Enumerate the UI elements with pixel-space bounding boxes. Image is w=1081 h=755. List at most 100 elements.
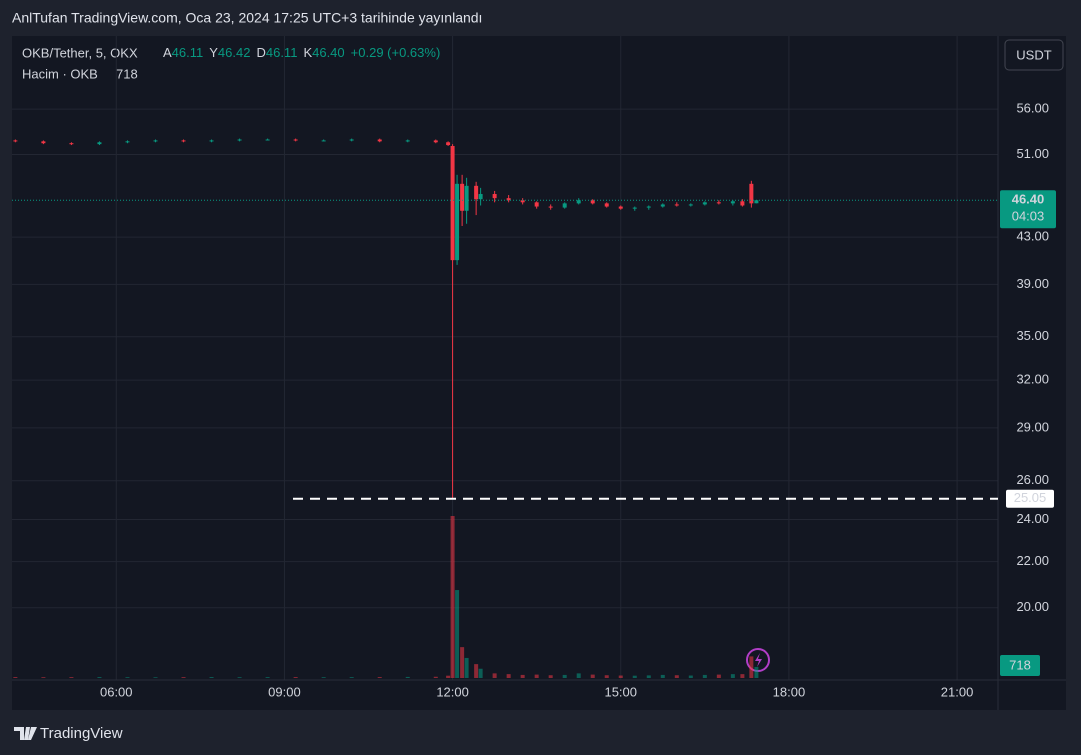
y-tick-label: 26.00 [1016, 472, 1049, 487]
legend-value: 46.40 [312, 45, 345, 60]
volume-bar [754, 666, 759, 678]
y-tick-label: 24.00 [1016, 511, 1049, 526]
published: AnlTufan TradingView.com, Oca 23, 2024 1… [12, 10, 482, 26]
candle-body [646, 206, 651, 208]
candle-body [377, 139, 382, 142]
volume-bar [69, 677, 74, 678]
volume-value: 718 [116, 66, 138, 81]
volume-bar [660, 674, 665, 678]
candle-body [446, 142, 451, 146]
volume-bar [13, 677, 18, 678]
volume-bar [293, 677, 298, 678]
legend-key: D [256, 45, 265, 60]
candle-body [450, 145, 455, 261]
y-tick-label: 35.00 [1016, 328, 1049, 343]
volume-bar [534, 674, 539, 678]
volume-bar [377, 677, 382, 678]
chart-pane [12, 36, 1066, 710]
candle-body [478, 194, 483, 200]
volume-bar [209, 677, 214, 678]
candle-body [590, 200, 595, 204]
y-tick-label: 29.00 [1016, 419, 1049, 434]
volume-bar [405, 676, 410, 678]
ohlc-legend: A46.11 Y46.42 D46.11 K46.40 +0.29 (+0.63%) [163, 45, 440, 60]
candle-body [740, 201, 745, 206]
x-tick-label: 21:00 [941, 684, 974, 699]
volume-bar [604, 675, 609, 678]
legend-key: Y [209, 45, 218, 60]
hline-box [1006, 489, 1054, 508]
currency-button[interactable] [1004, 39, 1064, 71]
volume-bar [474, 664, 479, 678]
volume-bar [576, 673, 581, 678]
candle-body [562, 203, 567, 208]
x-tick-label: 06:00 [100, 684, 133, 699]
volume-bar [749, 656, 754, 678]
candle-body [520, 200, 525, 203]
currency[interactable]: USDT [1016, 47, 1051, 62]
candle-body [534, 202, 539, 207]
volume-bar [125, 677, 130, 678]
volume-bar [716, 674, 721, 678]
volume-bar [97, 677, 102, 678]
volume-bar [478, 668, 483, 678]
volume-bar [321, 677, 326, 678]
candle-body [455, 183, 460, 261]
volume-bar [730, 674, 735, 678]
candle-body [181, 140, 186, 142]
x-tick-label: 12:00 [436, 684, 469, 699]
candle-body [749, 183, 754, 204]
candle-body [237, 139, 242, 141]
volume-bar [618, 675, 623, 678]
candle-body [41, 141, 46, 144]
volume-box [1000, 655, 1040, 676]
candle-body [632, 207, 637, 209]
x-tick-label: 09:00 [268, 684, 301, 699]
candle-body [576, 200, 581, 204]
change: +0.29 (+0.63%) [351, 45, 441, 60]
volume-bar [446, 675, 451, 678]
countdown: 04:03 [1012, 209, 1045, 224]
candle-body [716, 202, 721, 204]
candle-body [702, 202, 707, 205]
volume-bar [562, 674, 567, 678]
legend-value: 46.42 [218, 45, 251, 60]
candle-body [660, 204, 665, 207]
volume-bar [265, 677, 270, 678]
volume-bar [632, 675, 637, 678]
candle-body [209, 140, 214, 142]
candle-body [293, 139, 298, 141]
brand: TradingView [40, 725, 123, 742]
candle-body [548, 206, 553, 208]
volume-bar [181, 677, 186, 678]
candle-body [688, 204, 693, 206]
volume-bar [41, 677, 46, 678]
volume-bar [433, 676, 438, 678]
volume-bar [506, 674, 511, 678]
candle-body [433, 140, 438, 143]
volume-bar [464, 657, 469, 678]
legend-value: 46.11 [266, 45, 298, 60]
volume-bar [460, 647, 465, 678]
volume-bar [674, 675, 679, 678]
volume-bar [702, 674, 707, 678]
candle-body [69, 143, 74, 145]
candle-body [460, 183, 465, 211]
symbol: OKB/Tether, 5, OKX [22, 45, 138, 60]
volume-bar [520, 674, 525, 678]
candle-body [97, 142, 102, 145]
candle-body [13, 140, 18, 142]
y-tick-label: 51.00 [1016, 146, 1049, 161]
candle-body [618, 206, 623, 209]
volume-axis-label: 718 [1009, 657, 1031, 672]
hline-label: 25.05 [1014, 490, 1047, 505]
volume-bar [455, 590, 460, 678]
legend-key: A [163, 45, 172, 60]
volume-bar [688, 675, 693, 678]
x-tick-label: 18:00 [773, 684, 806, 699]
candle-body [265, 139, 270, 141]
y-tick-label: 39.00 [1016, 276, 1049, 291]
candle-body [506, 198, 511, 201]
logo [14, 727, 37, 740]
x-tick-label: 15:00 [604, 684, 637, 699]
